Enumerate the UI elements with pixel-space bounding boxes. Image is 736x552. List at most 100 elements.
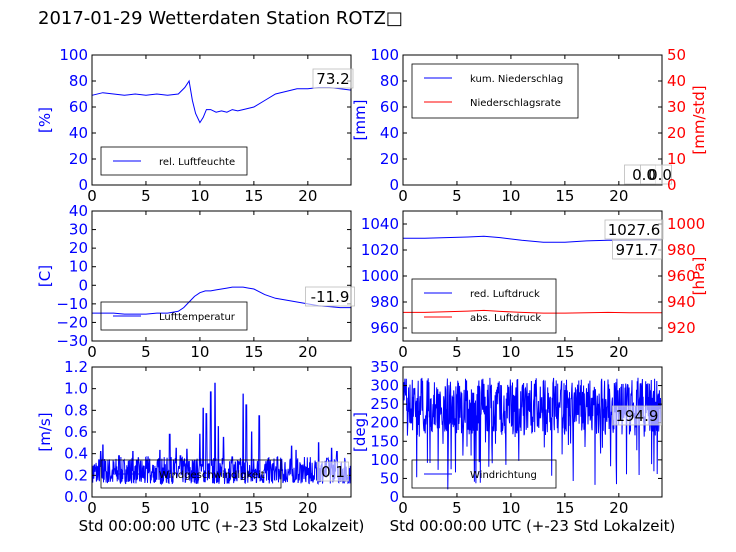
y2-tick-label: 940 [667, 293, 696, 311]
panel-windspeed [91, 366, 352, 498]
legend-box [100, 301, 248, 331]
annotation-value: 0.0 [648, 166, 672, 184]
series-line-humidity-0 [91, 79, 352, 124]
y2-tick-label: 20 [667, 124, 686, 142]
plot-frame [91, 54, 352, 186]
x-tick-label: 20 [609, 187, 628, 205]
y-tick-label: 0 [78, 176, 88, 194]
y-tick-label: −10 [56, 295, 88, 313]
x-tick-label: 0 [87, 343, 97, 361]
plot-frame [402, 366, 663, 498]
y-axis-label: [%] [36, 107, 54, 133]
x-tick-label: 15 [244, 187, 263, 205]
annotation-box [317, 461, 349, 482]
y-tick-label: 1020 [361, 241, 399, 259]
figure-title: 2017-01-29 Wetterdaten Station ROTZ□ [38, 8, 403, 29]
y-tick-label: 0.8 [64, 401, 88, 419]
x-tick-label: 10 [190, 499, 209, 517]
y-tick-label: 100 [59, 46, 88, 64]
panel-temperature [91, 210, 355, 342]
y2-tick-label: 980 [667, 241, 696, 259]
x-tick-label: 10 [190, 343, 209, 361]
legend-box [100, 146, 248, 176]
y-tick-label: 250 [370, 395, 399, 413]
series-line-pressure-1 [403, 309, 662, 314]
y-tick-label: −30 [56, 332, 88, 350]
x-tick-label: 10 [501, 343, 520, 361]
y2-tick-label: 50 [667, 46, 686, 64]
annotation-box [312, 68, 354, 89]
y-tick-label: 1.2 [64, 358, 88, 376]
x-tick-label: 0 [87, 187, 97, 205]
y-tick-label: 40 [380, 124, 399, 142]
x-tick-label: 10 [190, 187, 209, 205]
y-tick-label: 10 [69, 258, 88, 276]
y-tick-label: 80 [69, 72, 88, 90]
panel-winddirection [402, 366, 663, 498]
y-tick-label: 0.0 [64, 488, 88, 506]
legend-label: Niederschlagsrate [470, 98, 561, 109]
y-tick-label: 60 [380, 98, 399, 116]
x-tick-label: 20 [298, 187, 317, 205]
plot-frame [91, 210, 352, 342]
x-tick-label: 10 [501, 499, 520, 517]
x-tick-label: 5 [452, 343, 462, 361]
panel-humidity [91, 54, 354, 186]
y-tick-label: 0.4 [64, 445, 88, 463]
annotation-box [305, 286, 355, 307]
annotation-value: 73.2 [316, 70, 349, 88]
x-tick-label: 5 [141, 187, 151, 205]
legend-label: Windrichtung [470, 470, 537, 481]
y2-axis-label: [mm/std] [690, 85, 708, 154]
y-tick-label: 20 [380, 150, 399, 168]
y-tick-label: 200 [370, 414, 399, 432]
y2-tick-label: 1000 [667, 215, 705, 233]
x-tick-label: 20 [609, 499, 628, 517]
panel-pressure [402, 210, 664, 342]
y-tick-label: 50 [380, 469, 399, 487]
y2-tick-label: 40 [667, 72, 686, 90]
legend-label: Lufttemperatur [159, 312, 236, 323]
y-tick-label: 1040 [361, 215, 399, 233]
y-tick-label: 300 [370, 377, 399, 395]
legend-label: red. Luftdruck [470, 289, 540, 300]
y-tick-label: 0 [78, 276, 88, 294]
y-tick-label: 20 [69, 150, 88, 168]
legend-box [411, 278, 557, 334]
y-tick-label: 1.0 [64, 380, 88, 398]
y-tick-label: 40 [69, 124, 88, 142]
y-tick-label: 0.6 [64, 423, 88, 441]
y2-tick-label: 0 [667, 176, 677, 194]
y-tick-label: 980 [370, 293, 399, 311]
series-line-temperature-0 [92, 286, 351, 315]
x-tick-label: 0 [398, 499, 408, 517]
series-line-windspeed-0 [91, 382, 352, 486]
legend-box [100, 459, 282, 489]
y-tick-label: 960 [370, 319, 399, 337]
legend-label: kum. Niederschlag [470, 74, 563, 85]
x-tick-label: 15 [244, 343, 263, 361]
y2-tick-label: 960 [667, 267, 696, 285]
y-axis-label: [C] [36, 265, 54, 287]
y-tick-label: 0 [389, 488, 399, 506]
x-tick-label: 15 [244, 499, 263, 517]
x-tick-label: 0 [398, 343, 408, 361]
y-tick-label: 20 [69, 239, 88, 257]
y-tick-label: 350 [370, 358, 399, 376]
y-tick-label: 80 [380, 72, 399, 90]
x-tick-label: 20 [298, 499, 317, 517]
annotation-value: 971.7 [616, 241, 659, 259]
x-tick-label: 5 [141, 343, 151, 361]
y-tick-label: −20 [56, 313, 88, 331]
y2-tick-label: 30 [667, 98, 686, 116]
annotation-value: 194.9 [616, 407, 659, 425]
annotation-box [612, 239, 662, 260]
y-tick-label: 100 [370, 451, 399, 469]
y-tick-label: 60 [69, 98, 88, 116]
plot-frame [402, 54, 663, 186]
legend-label: abs. Luftdruck [470, 313, 541, 324]
annotation-box [640, 164, 672, 185]
x-tick-label: 0 [398, 187, 408, 205]
legend-label: Windgeschwindigkeit [159, 470, 265, 481]
